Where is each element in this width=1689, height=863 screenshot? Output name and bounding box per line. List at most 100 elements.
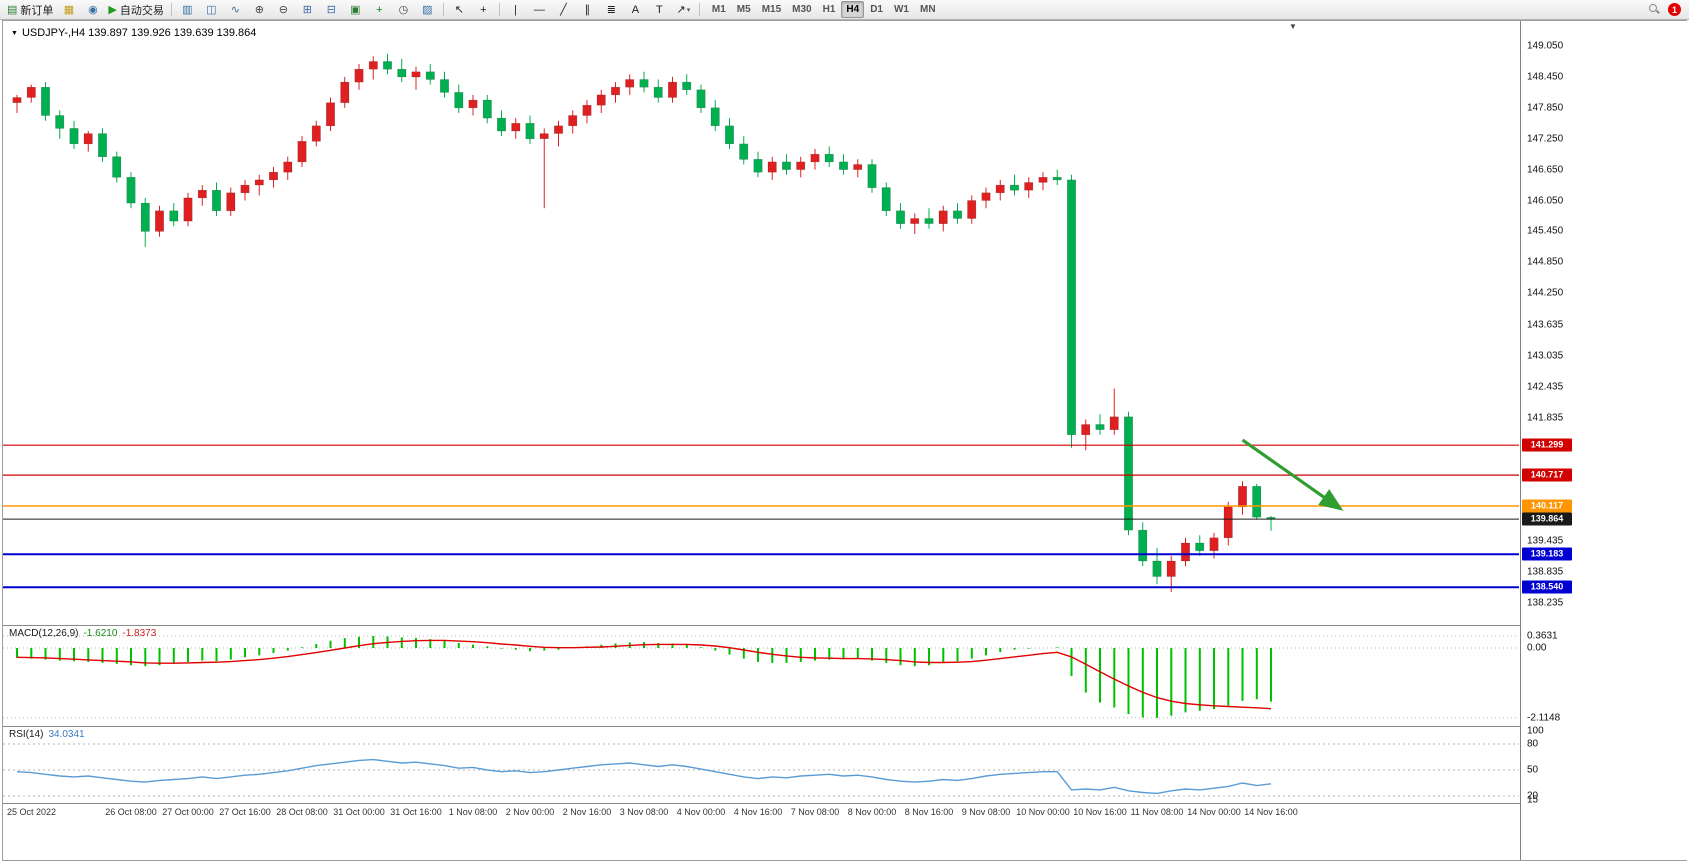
timeframe-m30-button[interactable]: M30 — [792, 4, 812, 15]
symbol-ohlc-text: USDJPY-,H4 139.897 139.926 139.639 139.8… — [21, 27, 257, 39]
time-label: 2 Nov 16:00 — [562, 807, 612, 817]
expert-advisors-icon[interactable]: ▦ — [57, 1, 80, 19]
zoom-in-icon[interactable]: ⊕ — [248, 1, 271, 19]
time-label: 14 Nov 16:00 — [1244, 807, 1298, 817]
time-label: 3 Nov 08:00 — [619, 807, 669, 817]
panel-separator[interactable] — [3, 625, 1686, 626]
timeframe-h1-button[interactable]: H1 — [822, 4, 836, 15]
tile-windows-icon: ⊞ — [302, 3, 312, 16]
rsi-panel[interactable] — [3, 727, 1519, 803]
cascade-windows-icon[interactable]: ⊟ — [320, 1, 343, 19]
time-axis[interactable]: 25 Oct 2022 26 Oct 08:00 27 Oct 00:00 27 Oc… — [3, 805, 1520, 821]
macd-panel[interactable] — [3, 626, 1519, 726]
rsi-scale-tick: 20 — [1527, 790, 1539, 802]
trendline-icon[interactable]: ╱ — [552, 1, 575, 19]
period-icon[interactable]: ◷ — [392, 1, 415, 19]
market-watch-icon[interactable]: ◉ — [81, 1, 104, 19]
macd-indicator-label: MACD(12,26,9) -1.6210 -1.8373 — [9, 628, 156, 639]
price-chart[interactable] — [3, 21, 1519, 625]
time-label: 27 Oct 00:00 — [162, 807, 214, 817]
macd-signal-value: -1.8373 — [122, 628, 157, 639]
rsi-scale-tick: 15 — [1527, 794, 1539, 806]
timeframe-mn-button[interactable]: MN — [919, 4, 936, 15]
notification-badge[interactable]: 1 — [1668, 3, 1681, 16]
time-label: 14 Nov 00:00 — [1187, 807, 1241, 817]
bar-chart-icon[interactable]: ▥ — [176, 1, 199, 19]
crosshair-icon[interactable]: + — [472, 1, 495, 19]
search-icon[interactable] — [1649, 4, 1660, 15]
text-icon[interactable]: A — [624, 1, 647, 19]
cursor-icon: ↖ — [454, 3, 464, 16]
channel-icon: ∥ — [584, 3, 591, 16]
auto-trading-button[interactable]: ▶ 自动交易 — [105, 1, 166, 19]
price-tick: 143.635 — [1527, 319, 1564, 331]
channel-icon[interactable]: ∥ — [576, 1, 599, 19]
candlestick-chart-icon[interactable]: ◫ — [200, 1, 223, 19]
chevron-down-icon[interactable]: ▼ — [11, 29, 18, 37]
price-tick: 139.435 — [1527, 535, 1564, 547]
price-tick: 144.850 — [1527, 256, 1564, 268]
hline-price-tag: 139.183 — [1522, 547, 1572, 561]
time-label: 4 Nov 00:00 — [676, 807, 726, 817]
timeframe-m5-button[interactable]: M5 — [736, 4, 751, 15]
timeframe-m15-button[interactable]: M15 — [761, 4, 782, 15]
bar-chart-icon: ▥ — [182, 3, 193, 16]
panel-separator[interactable] — [3, 726, 1686, 727]
chart-shift-marker-icon[interactable]: ▼ — [1289, 22, 1297, 31]
timeframe-buttons: M1 M5 M15 M30 H1 H4 D1 W1 MN — [707, 1, 941, 18]
market-watch-icon: ◉ — [88, 3, 98, 16]
indicators-icon[interactable]: + — [368, 1, 391, 19]
price-tick: 144.250 — [1527, 287, 1564, 299]
time-label: 1 Nov 08:00 — [448, 807, 498, 817]
vertical-line-icon[interactable]: | — [504, 1, 527, 19]
toolbar-separator — [698, 3, 700, 16]
timeframe-m1-button[interactable]: M1 — [711, 4, 726, 15]
new-order-button[interactable]: ▤ 新订单 — [4, 1, 56, 19]
fibonacci-icon[interactable]: ≣ — [600, 1, 623, 19]
time-label: 10 Nov 16:00 — [1073, 807, 1127, 817]
horizontal-line-icon[interactable]: — — [528, 1, 551, 19]
vertical-line-icon: | — [513, 3, 517, 16]
trendline-icon: ╱ — [560, 3, 567, 16]
template-icon[interactable]: ▨ — [416, 1, 439, 19]
macd-main-value: -1.6210 — [83, 628, 118, 639]
zoom-out-icon: ⊖ — [278, 3, 288, 16]
price-tick: 146.050 — [1527, 195, 1564, 206]
label-icon[interactable]: T — [648, 1, 671, 19]
zoom-in-icon: ⊕ — [254, 3, 264, 16]
new-chart-icon: ▣ — [350, 3, 361, 16]
panel-separator[interactable] — [3, 803, 1686, 804]
macd-scale-tick: 0.00 — [1527, 642, 1547, 654]
annotation-arrow[interactable] — [1241, 438, 1344, 511]
cursor-icon[interactable]: ↖ — [448, 1, 471, 19]
time-label: 28 Oct 08:00 — [276, 807, 328, 817]
zoom-out-icon[interactable]: ⊖ — [272, 1, 295, 19]
hline-price-tag: 141.299 — [1522, 438, 1572, 452]
price-tick: 149.050 — [1527, 40, 1564, 52]
rsi-name: RSI(14) — [9, 729, 44, 740]
horizontal-line-icon: — — [533, 3, 545, 16]
rsi-scale-tick: 50 — [1527, 764, 1539, 776]
price-tick: 146.650 — [1527, 164, 1564, 176]
indicators-icon: + — [376, 3, 383, 16]
price-tick: 138.235 — [1527, 597, 1564, 609]
time-label: 2 Nov 00:00 — [505, 807, 555, 817]
timeframe-d1-button[interactable]: D1 — [870, 4, 883, 15]
time-label: 11 Nov 08:00 — [1130, 807, 1184, 817]
new-chart-icon[interactable]: ▣ — [344, 1, 367, 19]
time-label: 4 Nov 16:00 — [733, 807, 783, 817]
price-tick: 148.450 — [1527, 71, 1564, 83]
line-chart-icon[interactable]: ∿ — [224, 1, 247, 19]
price-axis[interactable]: 149.050 148.450 147.850 147.250 146.650 146.0… — [1520, 21, 1687, 860]
toolbar-buttons: ▤ 新订单 ▦ ◉ ▶ 自动交易 ▥ ◫ ∿ ⊕ ⊖ ⊞ ⊟ ▣ + ◷ ▨ ↖ + | — ╱ ∥ ≣ A T ↗ ▾ — [4, 1, 703, 19]
hline-price-tag: 138.540 — [1522, 580, 1572, 594]
rsi-indicator-label: RSI(14) 34.0341 — [9, 729, 85, 740]
toolbar-separator — [498, 3, 500, 16]
candlestick-chart-icon: ◫ — [206, 3, 217, 16]
timeframe-h4-button[interactable]: H4 — [841, 1, 865, 18]
arrows-tool-icon[interactable]: ↗ ▾ — [672, 1, 695, 19]
timeframe-w1-button[interactable]: W1 — [893, 4, 909, 15]
arrows-tool-icon: ↗ — [676, 3, 686, 16]
tile-windows-icon[interactable]: ⊞ — [296, 1, 319, 19]
new-order-button-label: 新订单 — [20, 4, 54, 17]
